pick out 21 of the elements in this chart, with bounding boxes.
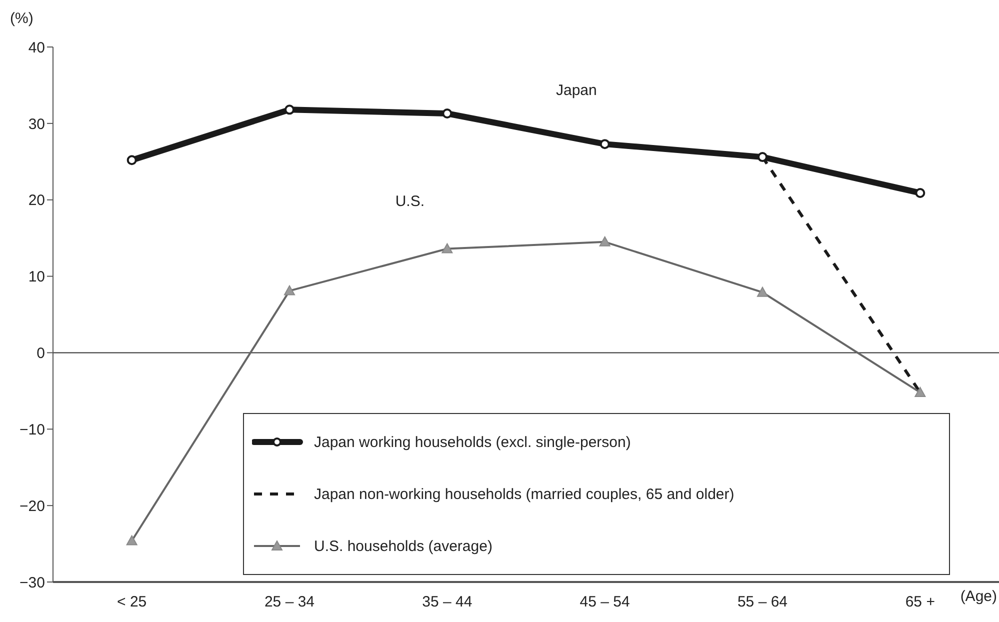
x-tick-label: < 25	[117, 594, 147, 611]
y-tick-label: 30	[28, 116, 45, 133]
y-tick-label: −10	[20, 421, 45, 438]
legend-label: U.S. households (average)	[314, 538, 492, 554]
y-tick-label: 0	[36, 345, 45, 362]
x-tick-label: 35 – 44	[422, 594, 472, 611]
y-tick-label: −30	[20, 574, 45, 592]
annotation: Japan	[556, 82, 597, 100]
annotation: U.S.	[395, 192, 425, 210]
y-tick-label: −20	[20, 498, 45, 515]
x-axis-title: (Age)	[960, 588, 997, 605]
x-tick-label: 45 – 54	[580, 594, 630, 611]
y-tick-label: 40	[28, 39, 45, 56]
y-tick-label: 20	[28, 192, 45, 210]
legend-label: Japan working households (excl. single-person)	[314, 434, 631, 450]
x-tick-label: 65 +	[905, 594, 936, 611]
x-tick-label: 25 – 34	[264, 594, 315, 611]
x-tick-label: 55 – 64	[737, 594, 788, 611]
legend-label: Japan non-working households (married couples, 65 and older)	[314, 486, 734, 502]
y-tick-label: 10	[28, 268, 45, 286]
y-axis-title: (%)	[10, 10, 34, 27]
